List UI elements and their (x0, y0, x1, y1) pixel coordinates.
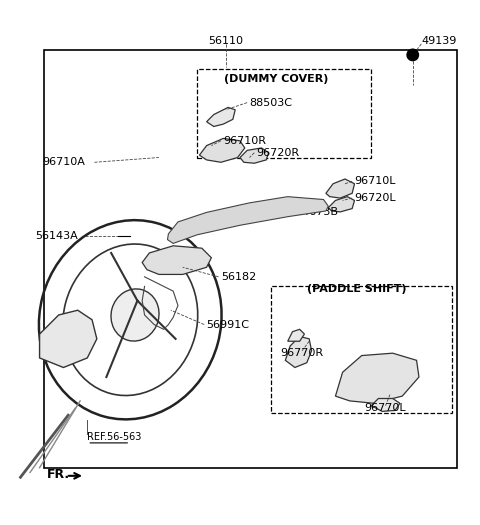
Polygon shape (206, 108, 235, 127)
Polygon shape (168, 197, 328, 244)
Polygon shape (336, 353, 419, 403)
Text: FR.: FR. (47, 468, 70, 481)
Polygon shape (240, 148, 269, 163)
Polygon shape (199, 139, 245, 162)
Text: 96770R: 96770R (280, 348, 324, 358)
Polygon shape (328, 197, 355, 212)
Text: 84673B: 84673B (295, 207, 338, 217)
Text: 56182: 56182 (221, 272, 256, 282)
Polygon shape (285, 337, 312, 368)
Text: 56110: 56110 (208, 36, 243, 46)
Polygon shape (326, 179, 355, 198)
Bar (197, 69, 371, 158)
Bar (44, 50, 457, 468)
Circle shape (407, 49, 419, 60)
Polygon shape (371, 398, 400, 412)
Bar (271, 286, 452, 413)
Text: 88503C: 88503C (250, 98, 292, 108)
Polygon shape (288, 329, 304, 341)
Ellipse shape (111, 289, 159, 341)
Polygon shape (39, 310, 97, 368)
Text: 96710L: 96710L (355, 176, 396, 186)
Text: 96710A: 96710A (42, 158, 85, 167)
Text: (DUMMY COVER): (DUMMY COVER) (224, 74, 328, 84)
Text: 96720R: 96720R (257, 148, 300, 158)
Text: 96720L: 96720L (355, 193, 396, 203)
Polygon shape (257, 198, 326, 216)
Text: 56991C: 56991C (206, 320, 250, 330)
Text: 96710R: 96710R (223, 136, 266, 146)
Text: REF.56-563: REF.56-563 (87, 432, 142, 442)
Text: 96770L: 96770L (365, 403, 407, 413)
Text: 49139: 49139 (421, 36, 456, 46)
Text: 56143A: 56143A (35, 231, 78, 242)
Polygon shape (142, 246, 211, 275)
Text: (PADDLE SHIFT): (PADDLE SHIFT) (307, 284, 407, 294)
